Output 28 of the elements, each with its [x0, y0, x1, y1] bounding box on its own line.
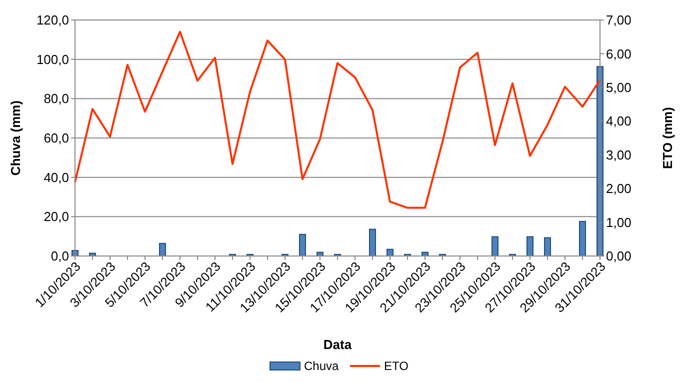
bar — [369, 228, 376, 256]
bar — [544, 237, 551, 256]
bar — [526, 236, 534, 256]
y2-tick-label: 3,00 — [606, 147, 632, 162]
y-tick-label: 100,0 — [36, 52, 69, 67]
legend-label: Chuva — [304, 359, 340, 374]
y-tick-label: 60,0 — [44, 130, 69, 146]
bar — [299, 234, 306, 256]
y2-axis-title: ETO (mm) — [660, 107, 675, 169]
y2-tick-label: 7,00 — [606, 12, 632, 28]
legend-label: ETO — [384, 359, 408, 374]
bar — [492, 236, 498, 256]
y2-tick-label: 1,00 — [606, 214, 632, 230]
y-tick-label: 20,0 — [44, 209, 69, 224]
bar — [159, 242, 166, 256]
y2-tick-label: 0,00 — [606, 248, 632, 264]
x-axis-title: Data — [323, 337, 352, 352]
line-series — [74, 30, 601, 209]
y-axis-title: Chuva (mm) — [8, 100, 23, 176]
y2-tick-label: 5,00 — [606, 80, 632, 95]
y-tick-label: 0,0 — [50, 248, 69, 264]
y-tick-label: 80,0 — [44, 91, 69, 106]
y2-tick-label: 6,00 — [606, 46, 632, 62]
y-tick-label: 120,0 — [36, 12, 69, 28]
y2-tick-label: 4,00 — [606, 114, 632, 129]
y-tick-label: 40,0 — [44, 170, 69, 185]
bar — [579, 220, 586, 256]
y2-tick-label: 2,00 — [606, 181, 632, 196]
